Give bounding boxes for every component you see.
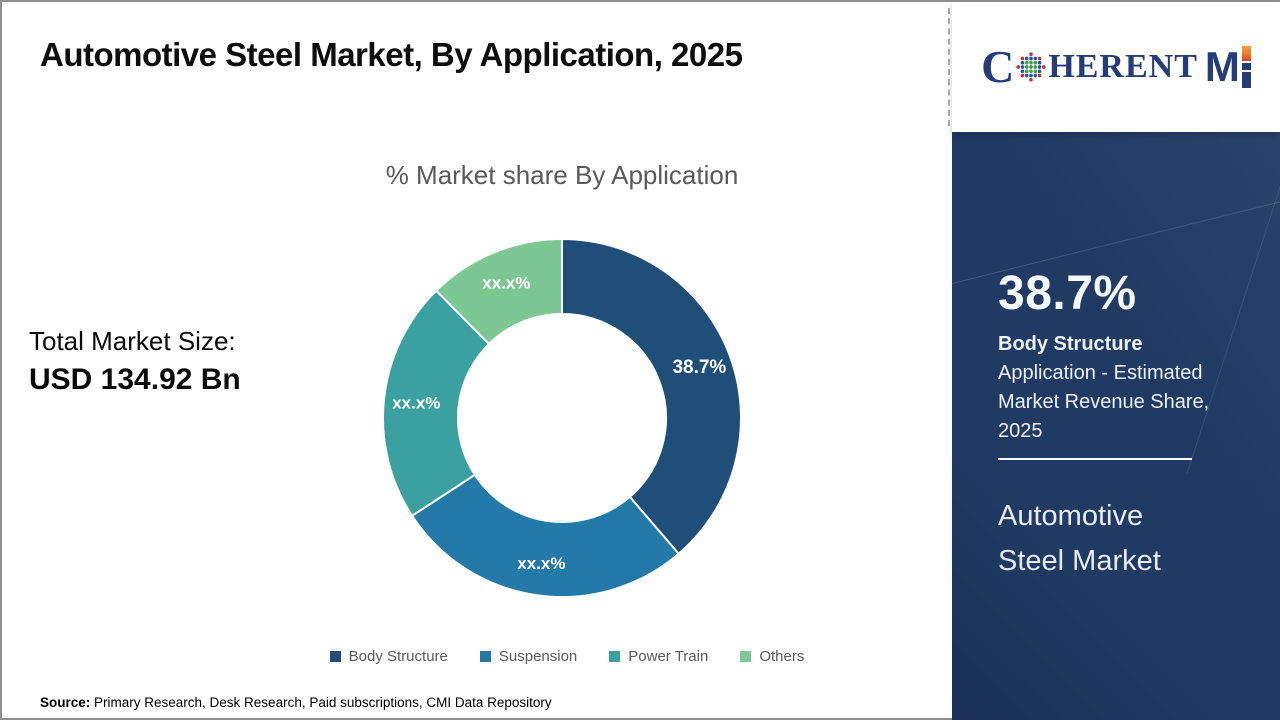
legend-item-power-train: Power Train (609, 648, 708, 665)
logo-i-navy-block (1241, 63, 1251, 70)
logo-i-orange-block (1241, 46, 1251, 61)
donut-segment-label: 38.7% (672, 357, 726, 378)
panel-divider-line (998, 458, 1192, 460)
legend-swatch-icon (609, 651, 621, 662)
header-dashed-separator (948, 8, 950, 126)
source-text: Primary Research, Desk Research, Paid su… (90, 695, 552, 710)
source-line: Source: Primary Research, Desk Research,… (40, 695, 552, 710)
logo-letter-i-mark (1241, 46, 1251, 88)
source-label: Source: (40, 695, 91, 710)
headline-desc-text: Application - Estimated Market Revenue S… (998, 362, 1210, 442)
donut-segment-others (434, 237, 563, 346)
logo-letter-m: M (1204, 43, 1240, 91)
legend-label: Body Structure (348, 648, 448, 665)
right-summary-panel: 38.7% Body Structure Application - Estim… (952, 132, 1280, 720)
page-title: Automotive Steel Market, By Application,… (40, 36, 743, 73)
logo-letters-herent: HERENT (1048, 48, 1198, 85)
market-name: Automotive Steel Market (998, 500, 1161, 577)
logo-i-navy-block (1241, 72, 1251, 88)
headline-category: Body Structure (998, 333, 1143, 355)
donut-segment-label: xx.x% (482, 274, 530, 293)
donut-segment-label: xx.x% (517, 554, 565, 573)
legend-swatch-icon (479, 651, 491, 662)
panel-decor-line (1186, 150, 1280, 474)
headline-share-description: Body Structure Application - Estimated M… (998, 330, 1242, 446)
coherentmi-logo: C HERENT M (981, 44, 1251, 90)
donut-segment-body-structure (561, 237, 742, 556)
total-market-size-label: Total Market Size: (29, 326, 236, 356)
legend-label: Power Train (628, 648, 709, 665)
legend-item-others: Others (740, 648, 804, 665)
legend-label: Suspension (498, 648, 578, 665)
chart-legend: Body Structure Suspension Power Train Other… (92, 648, 1042, 665)
total-market-size-value: USD 134.92 Bn (29, 363, 241, 396)
donut-segment-label: xx.x% (392, 393, 440, 412)
donut-chart: 38.7% xx.x% xx.x% xx.x% (382, 237, 742, 598)
legend-item-body-structure: Body Structure (329, 648, 448, 665)
logo-area: C HERENT M (952, 2, 1280, 132)
legend-label: Others (759, 648, 805, 665)
donut-segment-power-train (382, 289, 491, 518)
legend-item-suspension: Suspension (479, 648, 578, 665)
legend-swatch-icon (329, 651, 341, 662)
total-market-size-block: Total Market Size: USD 134.92 Bn (29, 326, 241, 397)
globe-dots-icon (1016, 52, 1046, 82)
legend-swatch-icon (740, 651, 752, 662)
logo-letter-c: C (981, 41, 1015, 92)
donut-segment-suspension (410, 473, 681, 598)
headline-share-stat: 38.7% (998, 267, 1137, 320)
chart-subtitle: % Market share By Application (385, 160, 739, 190)
